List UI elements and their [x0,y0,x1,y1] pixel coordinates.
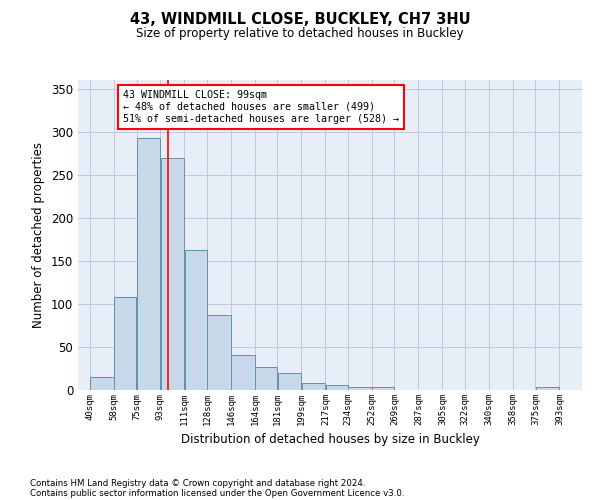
Text: 43, WINDMILL CLOSE, BUCKLEY, CH7 3HU: 43, WINDMILL CLOSE, BUCKLEY, CH7 3HU [130,12,470,28]
Bar [302,383,325,390]
Bar [137,138,160,390]
Text: Contains HM Land Registry data © Crown copyright and database right 2024.: Contains HM Land Registry data © Crown c… [30,478,365,488]
Bar [255,367,277,390]
Bar [185,250,206,390]
Bar [348,386,371,390]
X-axis label: Distribution of detached houses by size in Buckley: Distribution of detached houses by size … [181,434,479,446]
Bar [91,377,113,390]
Bar [208,315,230,390]
Bar [278,373,301,390]
Text: 43 WINDMILL CLOSE: 99sqm
← 48% of detached houses are smaller (499)
51% of semi-: 43 WINDMILL CLOSE: 99sqm ← 48% of detach… [123,90,399,124]
Bar [231,354,254,390]
Bar [161,158,184,390]
Text: Size of property relative to detached houses in Buckley: Size of property relative to detached ho… [136,28,464,40]
Bar [326,385,347,390]
Y-axis label: Number of detached properties: Number of detached properties [32,142,46,328]
Bar [372,388,394,390]
Bar [536,388,559,390]
Bar [114,297,136,390]
Text: Contains public sector information licensed under the Open Government Licence v3: Contains public sector information licen… [30,488,404,498]
